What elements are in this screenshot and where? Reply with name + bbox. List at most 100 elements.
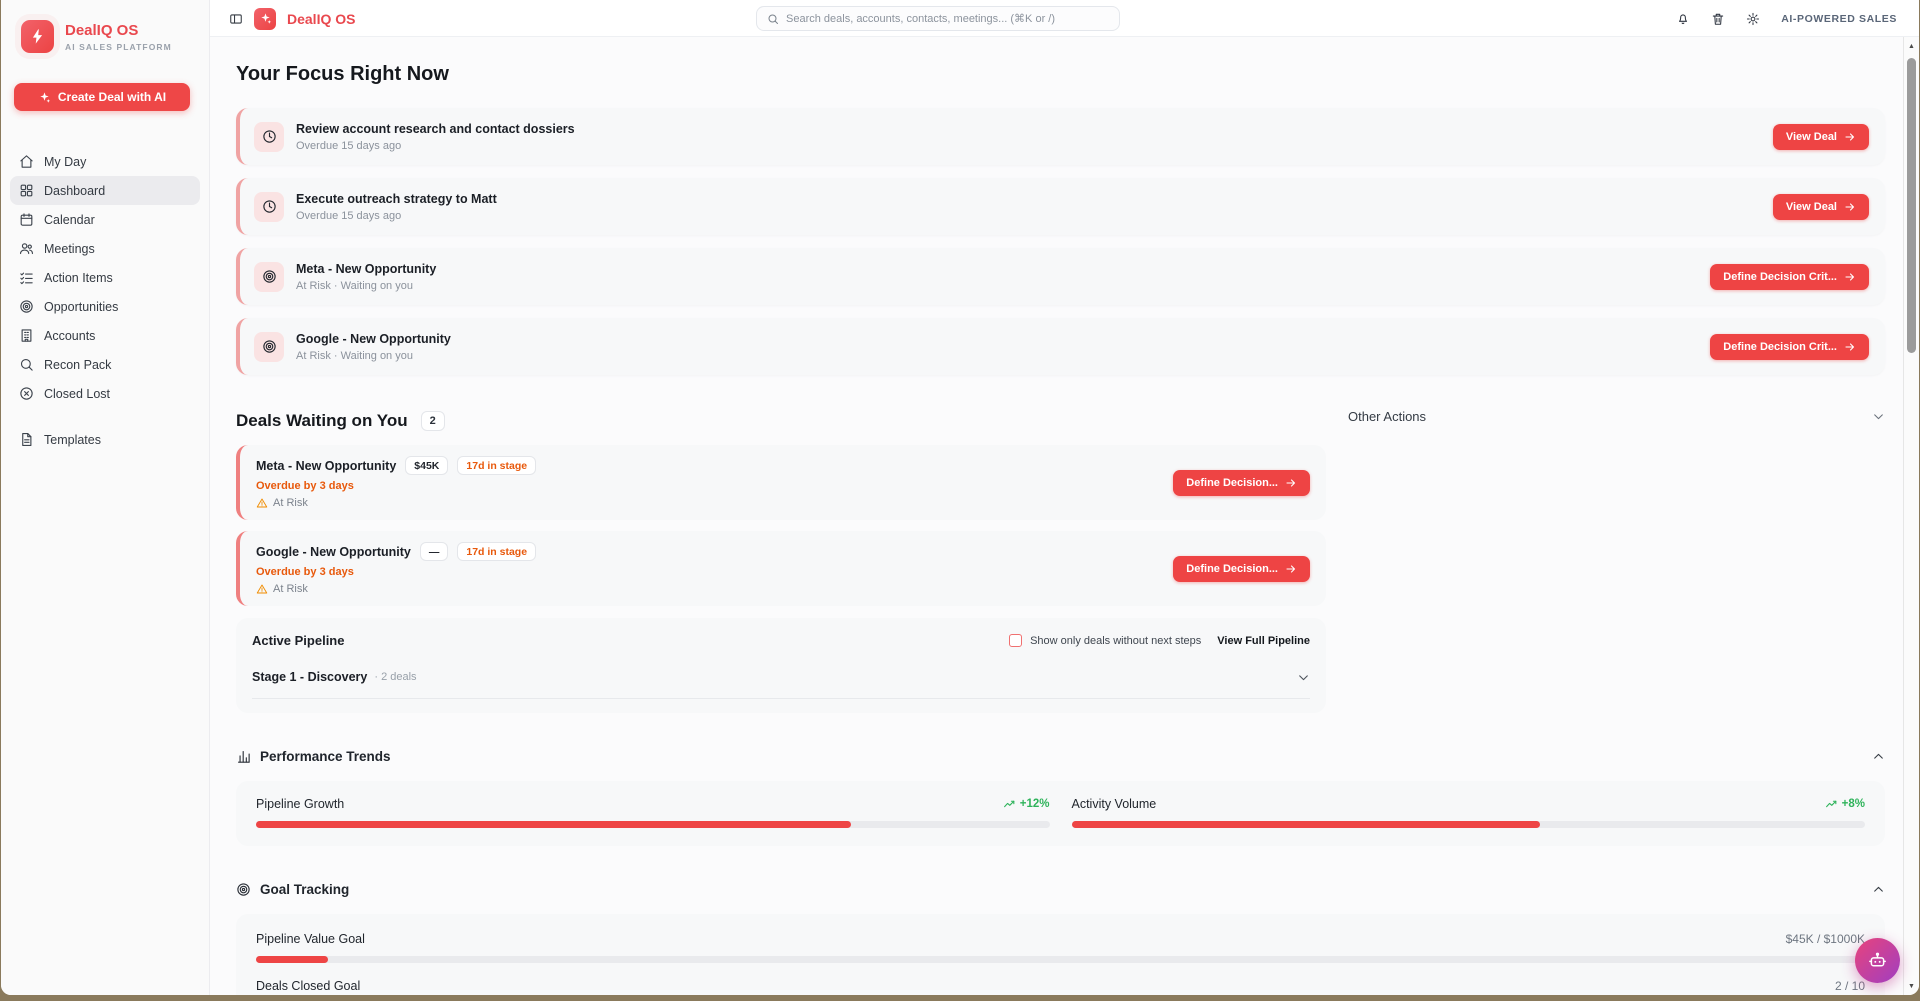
sidebar-item-label: Action Items [44,270,113,285]
lightning-bolt-icon [21,20,54,53]
deal-card-text: Meta - New Opportunity $45K 17d in stage… [256,456,537,509]
define-decision-button[interactable]: Define Decision... [1173,555,1310,582]
goal-label: Deals Closed Goal [256,979,361,993]
pipeline-stage-row[interactable]: Stage 1 - Discovery · 2 deals [252,670,1310,684]
create-deal-button[interactable]: Create Deal with AI [14,83,190,111]
deal-card[interactable]: Meta - New Opportunity $45K 17d in stage… [236,445,1326,520]
deals-column: Deals Waiting on You 2 Meta - New Opport… [236,411,1326,713]
bell-icon[interactable] [1676,12,1690,26]
sidebar-item-label: Accounts [44,328,96,343]
pipeline-header: Active Pipeline Show only deals without … [252,633,1310,648]
filter-checkbox-label: Show only deals without next steps [1030,634,1202,647]
metric-activity-volume: Activity Volume +8% [1071,797,1865,828]
other-actions-header[interactable]: Other Actions [1348,409,1885,424]
create-deal-label: Create Deal with AI [57,90,167,104]
search-input[interactable] [786,12,1109,25]
focus-card[interactable]: Execute outreach strategy to Matt Overdu… [236,178,1885,235]
arrow-right-icon [1845,342,1855,351]
sidebar-item-action-items[interactable]: Action Items [10,263,200,292]
scrollbar-thumb[interactable] [1907,58,1916,353]
sidebar: DealIQ OS AI SALES PLATFORM Create Deal … [1,0,210,995]
sidebar-item-meetings[interactable]: Meetings [10,234,200,263]
arrow-right-icon [1286,564,1296,573]
sidebar-item-accounts[interactable]: Accounts [10,321,200,350]
view-deal-button[interactable]: View Deal [1772,123,1869,150]
sidebar-item-label: Recon Pack [44,357,112,372]
focus-card-text: Review account research and contact doss… [296,122,575,152]
search-icon [768,14,778,24]
chevron-down-icon[interactable] [1872,410,1885,423]
view-full-pipeline-link[interactable]: View Full Pipeline [1217,634,1310,647]
goal-value: $45K / $1000K [1785,932,1865,946]
gear-icon[interactable] [1746,12,1760,26]
focus-card[interactable]: Google - New Opportunity At Risk · Waiti… [236,318,1885,375]
sidebar-item-closed-lost[interactable]: Closed Lost [10,379,200,408]
vertical-scrollbar[interactable]: ▲ ▼ [1903,37,1919,995]
focus-card-subtitle: Overdue 15 days ago [296,139,402,152]
scroll-down-arrow[interactable]: ▼ [1908,983,1915,990]
progress-track [256,956,1865,963]
chevron-up-icon[interactable] [1872,883,1885,896]
deals-section-header: Deals Waiting on You 2 [236,411,1326,431]
progress-track [256,821,1050,828]
metric-label: Pipeline Growth [256,797,345,811]
focus-card-text: Google - New Opportunity At Risk · Waiti… [296,332,451,362]
goal-tracking-title: Goal Tracking [260,882,350,897]
ai-assistant-fab[interactable] [1855,938,1900,983]
focus-card-title: Execute outreach strategy to Matt [296,191,497,206]
progress-fill [1071,821,1540,828]
sidebar-item-dashboard[interactable]: Dashboard [10,176,200,205]
file-icon [22,433,32,446]
deal-card-title-row: Google - New Opportunity — 17d in stage [256,542,537,561]
define-decision-criteria-button[interactable]: Define Decision Crit... [1710,263,1869,290]
focus-card[interactable]: Meta - New Opportunity At Risk · Waiting… [236,248,1885,305]
focus-card-title: Meta - New Opportunity [296,261,437,276]
x-circle-icon [20,387,33,400]
other-actions-column: Other Actions [1348,409,1885,713]
metric-pipeline-growth: Pipeline Growth +12% [256,797,1050,828]
define-decision-button[interactable]: Define Decision... [1173,469,1310,496]
arrow-right-icon [1286,478,1296,487]
goal-section-header: Goal Tracking [236,882,1885,897]
focus-card[interactable]: Review account research and contact doss… [236,108,1885,165]
focus-section-title: Your Focus Right Now [236,63,449,85]
deal-risk-row: At Risk [256,497,536,509]
performance-section-header: Performance Trends [236,749,1885,764]
sidebar-item-templates[interactable]: Templates [10,425,200,454]
metric-delta: +12% [1003,798,1050,811]
target-icon [20,300,33,313]
scroll-up-arrow[interactable]: ▲ [1908,43,1915,50]
home-icon [20,155,33,168]
target-icon [236,882,251,897]
view-deal-button[interactable]: View Deal [1772,193,1869,220]
focus-card-title: Review account research and contact doss… [296,121,575,136]
chevron-down-icon[interactable] [1297,671,1310,684]
sidebar-item-opportunities[interactable]: Opportunities [10,292,200,321]
sidebar-item-calendar[interactable]: Calendar [10,205,200,234]
sidebar-item-label: Dashboard [44,183,106,198]
progress-track [1071,821,1865,828]
trending-up-icon [1003,800,1015,807]
filter-checkbox[interactable] [1009,634,1023,647]
sidebar-item-label: Closed Lost [44,386,111,401]
metric-label: Activity Volume [1071,797,1157,811]
chevron-up-icon[interactable] [1872,750,1885,763]
building-icon [21,329,32,342]
sidebar-item-recon-pack[interactable]: Recon Pack [10,350,200,379]
sidebar-toggle-icon[interactable] [229,12,243,26]
focus-card-subtitle: At Risk · Waiting on you [296,349,413,362]
sidebar-item-my-day[interactable]: My Day [10,147,200,176]
global-search[interactable] [756,6,1120,31]
goal-card: Pipeline Value Goal $45K / $1000K Deals … [236,914,1885,995]
button-label: View Deal [1785,130,1837,143]
target-icon [254,261,284,292]
dashboard-grid-icon [20,184,33,197]
two-column-area: Deals Waiting on You 2 Meta - New Opport… [236,409,1885,713]
trash-icon[interactable] [1711,12,1725,26]
deal-card[interactable]: Google - New Opportunity — 17d in stage … [236,531,1326,606]
define-decision-criteria-button[interactable]: Define Decision Crit... [1710,333,1869,360]
arrow-right-icon [1845,132,1855,141]
progress-fill [256,956,329,963]
button-label: View Deal [1785,200,1837,213]
topbar-tagline: AI-POWERED SALES [1781,12,1897,25]
